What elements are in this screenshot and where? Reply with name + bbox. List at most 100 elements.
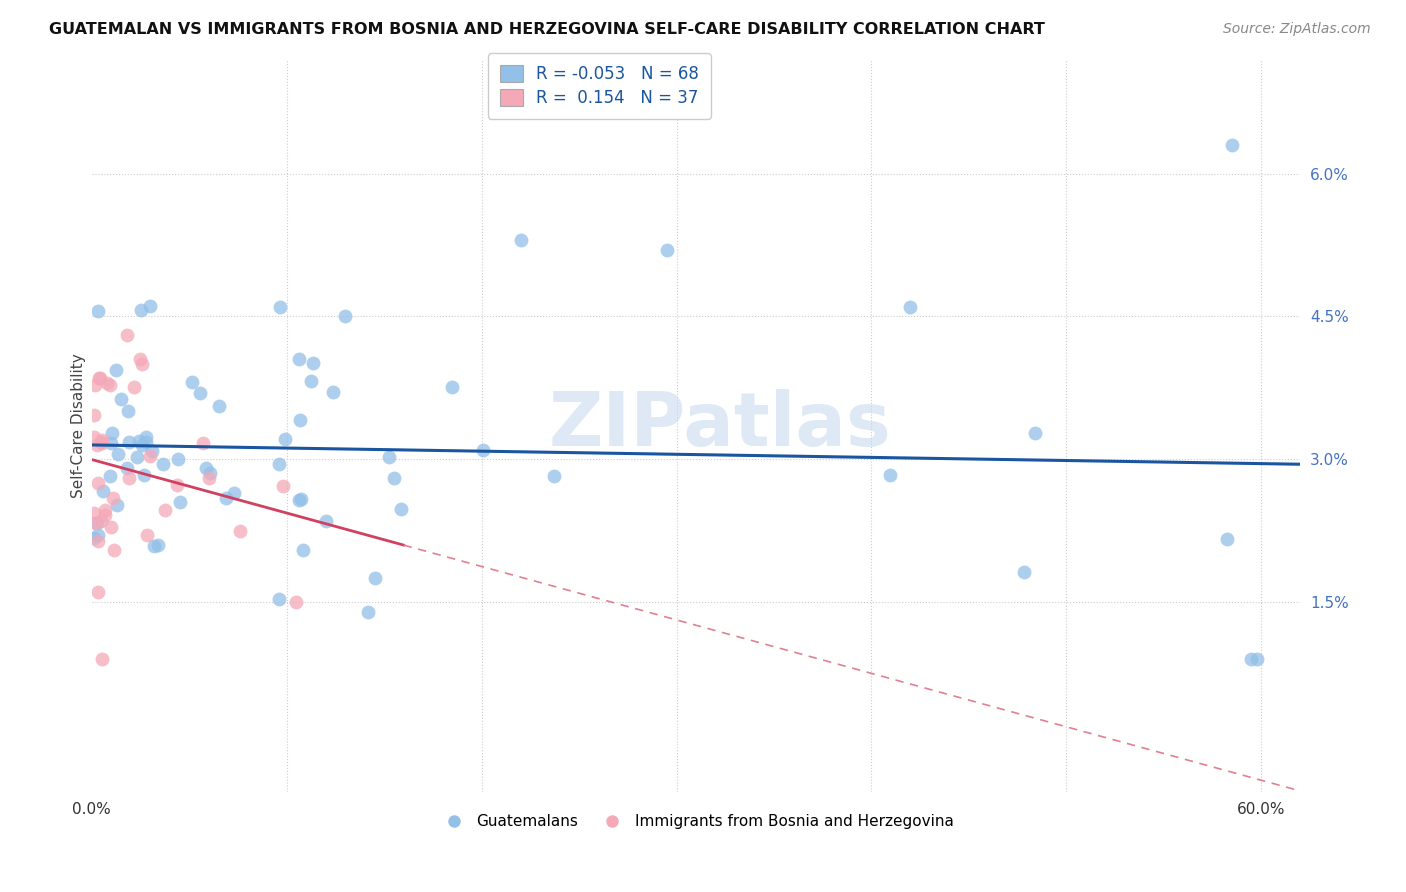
- Y-axis label: Self-Care Disability: Self-Care Disability: [72, 353, 86, 498]
- Point: [138, 300, 160, 314]
- Point: [269, 301, 291, 315]
- Point: [1014, 565, 1036, 579]
- Point: [98, 377, 121, 392]
- Point: [169, 494, 191, 508]
- Point: [322, 385, 344, 400]
- Point: [194, 461, 217, 475]
- Point: [441, 380, 464, 394]
- Text: ZIPatlas: ZIPatlas: [548, 389, 891, 462]
- Point: [900, 300, 922, 314]
- Text: GUATEMALAN VS IMMIGRANTS FROM BOSNIA AND HERZEGOVINA SELF-CARE DISABILITY CORREL: GUATEMALAN VS IMMIGRANTS FROM BOSNIA AND…: [49, 22, 1045, 37]
- Point: [118, 471, 141, 485]
- Point: [105, 362, 128, 376]
- Point: [100, 436, 122, 450]
- Point: [1220, 138, 1243, 153]
- Point: [131, 438, 153, 452]
- Point: [1215, 532, 1237, 546]
- Point: [90, 435, 112, 450]
- Point: [117, 404, 139, 418]
- Point: [100, 520, 122, 534]
- Point: [267, 592, 290, 607]
- Point: [90, 515, 112, 529]
- Point: [83, 430, 105, 444]
- Point: [86, 585, 108, 599]
- Point: [90, 652, 112, 666]
- Point: [188, 385, 211, 400]
- Point: [142, 539, 165, 553]
- Point: [382, 470, 405, 484]
- Point: [228, 524, 250, 538]
- Point: [107, 447, 129, 461]
- Point: [288, 352, 311, 367]
- Point: [89, 371, 111, 385]
- Point: [269, 457, 291, 471]
- Point: [167, 451, 190, 466]
- Point: [291, 542, 314, 557]
- Point: [274, 432, 297, 446]
- Point: [115, 328, 138, 343]
- Point: [287, 492, 309, 507]
- Point: [122, 379, 145, 393]
- Point: [197, 471, 219, 485]
- Point: [83, 408, 105, 422]
- Point: [110, 392, 132, 406]
- Point: [139, 449, 162, 463]
- Point: [87, 304, 110, 318]
- Point: [125, 450, 148, 464]
- Point: [135, 434, 157, 449]
- Point: [84, 516, 107, 530]
- Point: [198, 466, 221, 480]
- Point: [86, 516, 108, 530]
- Point: [129, 351, 152, 366]
- Point: [1246, 652, 1268, 666]
- Point: [1240, 652, 1263, 666]
- Point: [389, 501, 412, 516]
- Point: [118, 434, 141, 449]
- Point: [152, 457, 174, 471]
- Point: [335, 310, 357, 324]
- Point: [166, 478, 188, 492]
- Point: [315, 514, 337, 528]
- Point: [378, 450, 401, 464]
- Point: [91, 434, 114, 448]
- Point: [1024, 425, 1046, 440]
- Point: [134, 468, 156, 483]
- Point: [135, 430, 157, 444]
- Point: [87, 371, 110, 385]
- Point: [131, 357, 153, 371]
- Point: [117, 461, 139, 475]
- Point: [136, 528, 159, 542]
- Point: [655, 243, 678, 257]
- Point: [105, 498, 128, 512]
- Point: [91, 483, 114, 498]
- Point: [364, 571, 387, 585]
- Point: [471, 442, 494, 457]
- Point: [290, 492, 312, 507]
- Point: [215, 491, 238, 505]
- Point: [86, 533, 108, 548]
- Point: [191, 435, 214, 450]
- Point: [129, 303, 152, 318]
- Point: [101, 426, 124, 441]
- Point: [84, 378, 107, 392]
- Point: [543, 469, 565, 483]
- Point: [208, 400, 231, 414]
- Point: [879, 468, 901, 483]
- Point: [141, 443, 163, 458]
- Point: [98, 468, 121, 483]
- Point: [96, 376, 118, 390]
- Point: [271, 479, 294, 493]
- Point: [87, 476, 110, 491]
- Point: [356, 605, 378, 619]
- Point: [181, 375, 204, 389]
- Point: [302, 356, 325, 370]
- Point: [299, 374, 322, 388]
- Text: Source: ZipAtlas.com: Source: ZipAtlas.com: [1223, 22, 1371, 37]
- Point: [509, 233, 531, 247]
- Point: [284, 595, 307, 609]
- Point: [222, 485, 245, 500]
- Point: [83, 531, 105, 545]
- Legend: Guatemalans, Immigrants from Bosnia and Herzegovina: Guatemalans, Immigrants from Bosnia and …: [432, 808, 960, 836]
- Point: [91, 435, 114, 450]
- Point: [101, 491, 124, 506]
